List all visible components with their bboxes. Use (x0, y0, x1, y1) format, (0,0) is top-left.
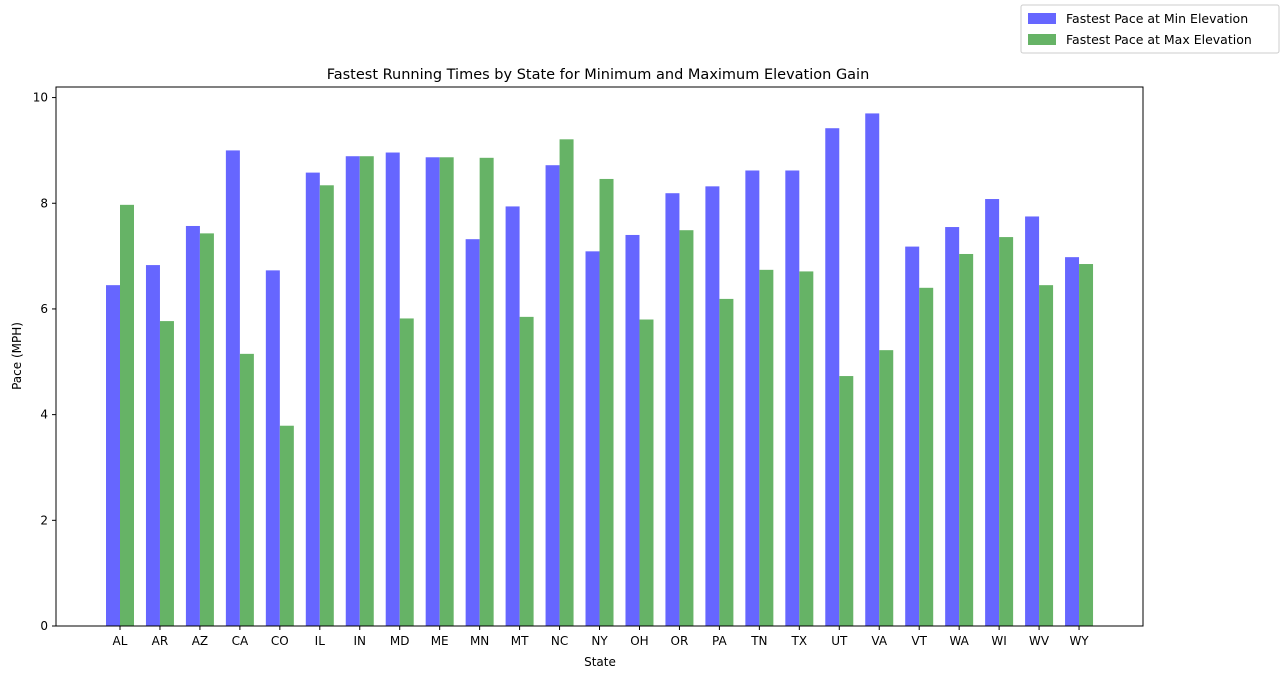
bar-ca-max (239, 353, 254, 626)
bar-md-max (399, 318, 414, 626)
y-tick-label: 4 (40, 408, 48, 422)
bar-ut-min (825, 128, 840, 626)
bar-wv-max (1039, 285, 1054, 626)
x-tick-label: CA (232, 634, 249, 648)
bar-mt-min (505, 206, 520, 627)
x-tick-label: AL (113, 634, 128, 648)
bar-me-max (439, 157, 454, 626)
bar-mn-max (479, 157, 494, 626)
bar-il-min (305, 172, 320, 626)
x-axis-label: State (584, 655, 616, 669)
bar-tn-min (745, 170, 760, 626)
x-tick-label: TX (791, 634, 808, 648)
bar-az-min (185, 225, 200, 626)
bar-il-max (319, 185, 334, 626)
chart-title: Fastest Running Times by State for Minim… (327, 67, 870, 83)
legend-swatch-max (1028, 34, 1056, 45)
bar-in-min (345, 156, 360, 627)
bar-az-max (199, 233, 214, 626)
y-tick-label: 6 (40, 302, 48, 316)
bar-va-min (865, 113, 880, 626)
y-tick-label: 8 (40, 196, 48, 210)
bar-wa-min (945, 227, 960, 627)
x-tick-label: NY (591, 634, 608, 648)
bar-al-min (106, 285, 120, 626)
bar-ut-max (839, 376, 854, 626)
x-tick-label: AZ (192, 634, 208, 648)
bar-wa-max (959, 253, 974, 626)
bar-oh-min (625, 234, 640, 626)
bar-me-min (425, 157, 440, 626)
x-tick-label: WI (991, 634, 1006, 648)
bar-tx-max (799, 271, 814, 626)
bar-oh-max (639, 319, 654, 626)
bar-vt-min (905, 246, 920, 626)
bars-group (106, 113, 1094, 627)
x-tick-label: ME (431, 634, 449, 648)
x-tick-label: TN (750, 634, 767, 648)
bar-wi-min (985, 199, 1000, 626)
bar-co-max (279, 425, 294, 626)
legend-label-min: Fastest Pace at Min Elevation (1066, 11, 1248, 26)
bar-wv-min (1025, 216, 1040, 626)
bar-wy-max (1079, 264, 1094, 626)
bar-ar-min (145, 265, 160, 626)
bar-pa-max (719, 298, 734, 626)
y-tick-label: 0 (40, 619, 48, 633)
bar-nc-min (545, 165, 560, 627)
x-tick-label: MN (470, 634, 489, 648)
x-tick-label: WA (949, 634, 969, 648)
x-tick-label: NC (551, 634, 568, 648)
bar-co-min (265, 270, 280, 626)
x-tick-label: UT (831, 634, 848, 648)
legend-label-max: Fastest Pace at Max Elevation (1066, 32, 1252, 47)
bar-al-max (120, 204, 134, 626)
bar-mn-min (465, 239, 480, 626)
bar-ny-min (585, 251, 600, 626)
bar-nc-max (559, 139, 574, 627)
bar-mt-max (519, 316, 534, 626)
x-tick-label: IL (315, 634, 326, 648)
x-tick-label: WY (1069, 634, 1089, 648)
x-tick-label: OH (630, 634, 648, 648)
bar-ca-min (225, 150, 240, 627)
legend-swatch-min (1028, 13, 1056, 24)
x-tick-label: CO (271, 634, 289, 648)
bar-in-max (359, 156, 374, 627)
x-tick-label: PA (712, 634, 727, 648)
x-tick-label: WV (1029, 634, 1050, 648)
bar-ny-max (599, 178, 614, 626)
bar-or-max (679, 230, 694, 626)
bar-pa-min (705, 186, 720, 626)
y-axis-label: Pace (MPH) (10, 322, 24, 390)
x-tick-label: VA (871, 634, 887, 648)
x-tick-label: IN (354, 634, 367, 648)
legend: Fastest Pace at Min Elevation Fastest Pac… (1020, 4, 1280, 54)
legend-frame (1020, 4, 1280, 54)
x-tick-label: AR (152, 634, 169, 648)
bar-va-max (879, 350, 894, 626)
x-tick-label: MT (511, 634, 529, 648)
bar-md-min (385, 152, 400, 626)
bar-tn-max (759, 269, 774, 626)
y-tick-label: 10 (33, 91, 48, 105)
x-tick-label: MD (390, 634, 410, 648)
bar-vt-max (919, 287, 934, 626)
y-axis: 0 2 4 6 8 10 (33, 91, 56, 633)
bar-wi-max (999, 237, 1014, 626)
x-tick-label: VT (911, 634, 927, 648)
x-tick-label: OR (671, 634, 689, 648)
x-axis: AL AR AZ CA CO IL IN MD ME MN MT NC NY OH OR PA TN TX UT VA… (113, 626, 1089, 648)
y-tick-label: 2 (40, 513, 48, 527)
bar-tx-min (785, 170, 800, 626)
bar-or-min (665, 193, 680, 626)
bar-wy-min (1065, 257, 1080, 626)
bar-ar-max (159, 321, 174, 626)
